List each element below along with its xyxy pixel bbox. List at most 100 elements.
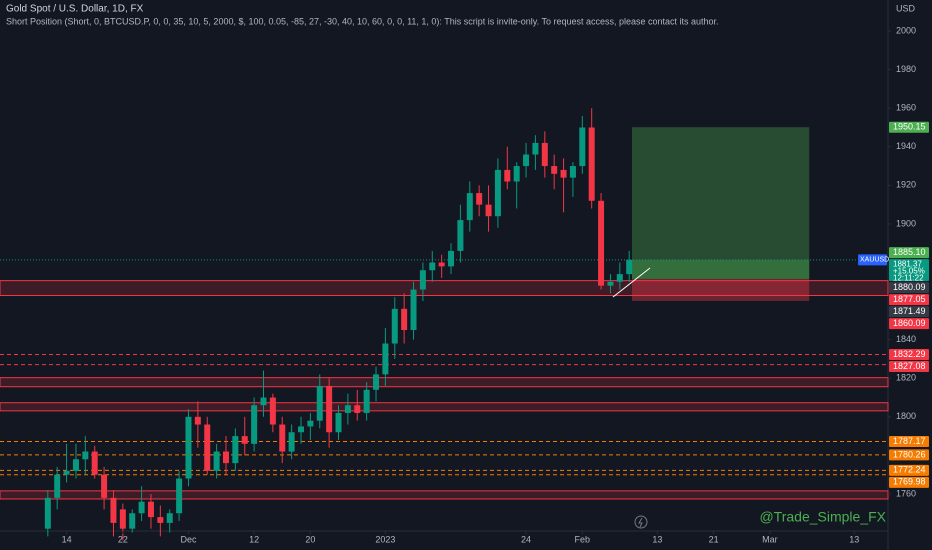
y-tick-label: 1840 [896,334,916,344]
y-tick-label: 2000 [896,25,916,35]
x-tick-label: Mar [762,534,778,544]
candle-body [129,513,136,529]
price-label-box [889,259,929,282]
candle-body [213,451,220,471]
candle-body [222,451,229,464]
candle-body [532,142,539,155]
alert-icon[interactable] [634,515,648,529]
candle-body [166,513,173,523]
currency-label: USD [896,3,916,13]
candle-body [485,204,492,217]
candle-body [260,397,267,406]
candle-body [504,169,511,182]
price-label-text: 1827.08 [893,361,926,371]
candle-body [401,308,408,331]
symbol-box [858,254,887,266]
price-label-box [889,449,929,461]
candle-body [194,416,201,425]
candle-body [457,220,464,251]
price-label: 1860.09 [889,318,929,330]
price-label-box [889,476,929,488]
y-tick-label: 1760 [896,488,916,498]
candle-body [298,426,305,433]
x-tick-label: 21 [709,534,719,544]
price-label-box [889,294,929,306]
candle-body [569,166,576,178]
candle-body [448,250,455,267]
price-label-box [889,349,929,361]
price-label: 1769.98 [889,477,929,488]
price-label-text: 1950.15 [893,122,926,132]
candle-body [373,374,380,390]
price-label: 1877.05 [889,294,929,306]
candle-body [335,412,342,433]
countdown: 12:11:22 [893,273,924,282]
candle-body [354,405,361,413]
zone [0,377,889,388]
candle-body [523,154,530,167]
candle-body [419,270,426,290]
candle-body [279,424,286,452]
y-tick-label: 1920 [896,180,916,190]
x-tick-label: Feb [575,534,591,544]
candle-body [410,289,417,331]
x-tick-label: 13 [652,534,662,544]
candle-body [363,389,370,413]
price-label-text: 1780.26 [893,449,926,459]
y-tick-label: 1820 [896,373,916,383]
price-label-text: 1832.29 [893,349,926,359]
candle-body [616,274,623,282]
candle-body [204,424,211,471]
trend-line [612,267,651,298]
target-zone [632,127,810,279]
chart-title: Gold Spot / U.S. Dollar, 1D, FX [6,4,144,15]
x-tick-label: 22 [118,534,128,544]
price-label-text: 1787.17 [893,436,926,446]
candle-body [72,459,79,471]
candle-body [232,436,239,464]
candle-body [157,517,164,523]
indicator-subtitle: Short Position (Short, 0, BTCUSD.P, 0, 0… [6,16,719,26]
x-tick-label: 12 [249,534,259,544]
price-label-text: 1880.09 [893,282,926,292]
price-label-box [889,361,929,373]
candle-body [598,200,605,286]
price-label-box [889,436,929,448]
candle-body [307,420,314,427]
x-tick-label: 14 [62,534,72,544]
candle-body [54,474,61,498]
zone [0,402,889,412]
x-tick-label: 24 [521,534,531,544]
candle-body [119,509,126,529]
y-tick-label: 1960 [896,103,916,113]
candle-body [288,432,295,452]
price-label-box [889,306,929,318]
price-label: 1880.09 [889,282,929,294]
price-label-box [889,247,929,259]
price-label-text: 1772.24 [893,465,926,475]
last-price-label: 1881.37+15.05%12:11:22 XAUUSD [858,254,929,282]
price-label: 1871.49 [889,306,929,318]
price-label-box [889,282,929,294]
last-change: +15.05% [893,266,925,275]
y-tick-label: 1900 [896,218,916,228]
candle-body [138,501,145,514]
open-profit-zone [632,259,810,279]
candle-body [579,127,586,167]
price-label-box [889,464,929,476]
candle-body [269,397,276,425]
candle-body [541,142,548,167]
price-label: 1772.24 [889,465,929,476]
candle-body [44,497,51,529]
candle-body [513,166,520,182]
candle-body [147,501,154,518]
candle-body [476,193,483,205]
x-tick-label: 2023 [375,534,395,544]
watermark: @Trade_Simple_FX [759,509,886,525]
candle-body [626,259,633,275]
zone [0,490,889,500]
x-tick-label: 20 [305,534,315,544]
